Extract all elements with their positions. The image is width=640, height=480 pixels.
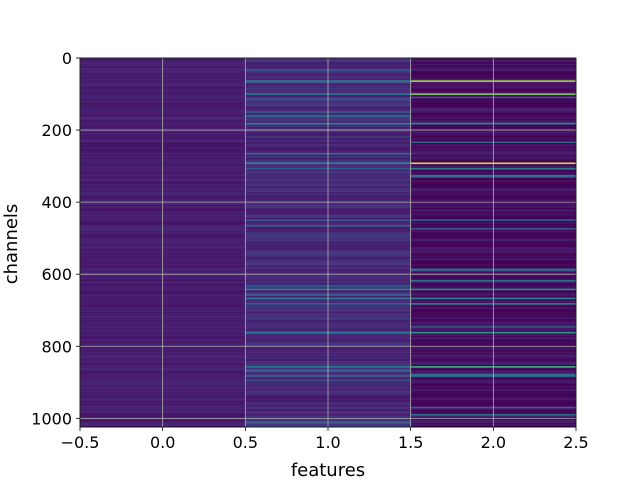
y-tick-label: 1000 [31, 409, 72, 428]
y-axis-ticks: 0 200 400 600 800 1000 [31, 49, 80, 428]
y-tick-label: 200 [41, 121, 72, 140]
x-tick-label: 0.5 [233, 433, 258, 452]
x-tick-label: 1.0 [315, 433, 340, 452]
x-axis-ticks: −0.5 0.0 0.5 1.0 1.5 2.0 2.5 [61, 427, 589, 452]
x-tick-label: 2.5 [563, 433, 588, 452]
y-tick-label: 400 [41, 193, 72, 212]
x-tick-label: −0.5 [61, 433, 100, 452]
x-tick-label: 1.5 [398, 433, 423, 452]
x-axis-label: features [291, 460, 365, 480]
x-tick-label: 2.0 [481, 433, 506, 452]
y-axis-label: channels [1, 204, 22, 285]
y-tick-label: 600 [41, 265, 72, 284]
y-tick-label: 0 [62, 49, 72, 68]
x-tick-label: 0.0 [150, 433, 175, 452]
y-tick-label: 800 [41, 337, 72, 356]
